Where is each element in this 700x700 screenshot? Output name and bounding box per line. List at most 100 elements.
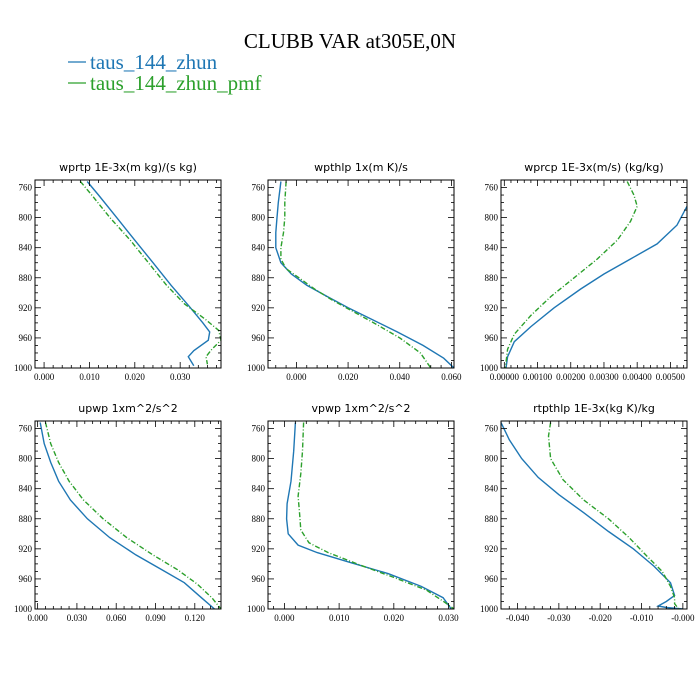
panel-5: vpwp 1xm^2/s^2 760 800 840 880 920 960 1000 0.00…: [247, 402, 459, 623]
x-tick-label: -0.010: [630, 613, 654, 623]
legend-label-1: taus_144_zhun: [90, 50, 218, 74]
panel-title: vpwp 1xm^2/s^2: [311, 402, 410, 415]
series-line-1: [39, 422, 215, 609]
x-tick-label: -0.040: [506, 613, 530, 623]
panel-4: upwp 1xm^2/s^2 760 800 840 880 920 960 10000.00…: [14, 402, 222, 623]
x-tick-label: 0.060: [441, 372, 462, 382]
panel-6: rtpthlp 1E-3x(kg K)/kg 760 800 840 880 920 960…: [480, 402, 695, 623]
series-line-1: [505, 205, 687, 368]
y-tick-label: 840: [19, 243, 33, 253]
figure-title: CLUBB VAR at305E,0N: [244, 29, 456, 53]
y-tick-label: 880: [252, 273, 266, 283]
y-tick-label: 800: [252, 213, 266, 223]
panel-2: wpthlp 1x(m K)/s 760 800 840 880 920 960 1000 0.…: [247, 161, 462, 382]
x-tick-label: 0.00500: [656, 372, 686, 382]
y-tick-label: 1000: [247, 604, 266, 614]
series-line-1: [285, 422, 452, 609]
y-tick-label: 920: [252, 544, 266, 554]
x-tick-label: 0.010: [329, 613, 350, 623]
x-tick-label: 0.060: [106, 613, 127, 623]
panel-title: wprcp 1E-3x(m/s) (kg/kg): [524, 161, 663, 174]
y-tick-label: 1000: [480, 363, 499, 373]
plot-frame: [500, 179, 688, 369]
series-line-2: [44, 422, 221, 609]
y-tick-label: 960: [252, 333, 266, 343]
plot-frame: [34, 179, 222, 369]
x-tick-label: -0.020: [589, 613, 613, 623]
x-tick-label: 0.090: [145, 613, 166, 623]
y-tick-label: 760: [252, 183, 266, 193]
panel-title: rtpthlp 1E-3x(kg K)/kg: [533, 402, 655, 415]
x-tick-label: 0.00000: [490, 372, 520, 382]
series-line-2: [504, 181, 638, 368]
y-tick-label: 800: [485, 213, 499, 223]
x-tick-label: 0.00300: [589, 372, 619, 382]
x-tick-label: 0.000: [274, 613, 295, 623]
y-tick-label: 920: [19, 303, 33, 313]
y-tick-label: 960: [19, 333, 33, 343]
y-tick-label: 760: [19, 424, 33, 434]
y-tick-label: 880: [485, 273, 499, 283]
y-tick-label: 840: [485, 484, 499, 494]
y-tick-label: 800: [19, 213, 33, 223]
series-line-2: [79, 181, 221, 365]
series-line-1: [86, 181, 211, 367]
y-tick-label: 960: [485, 333, 499, 343]
panel-title: wpthlp 1x(m K)/s: [314, 161, 408, 174]
series-line-2: [280, 181, 432, 368]
x-tick-label: 0.00400: [623, 372, 653, 382]
y-tick-label: 1000: [14, 604, 33, 614]
y-tick-label: 760: [252, 424, 266, 434]
y-tick-label: 760: [485, 183, 499, 193]
x-tick-label: 0.00100: [523, 372, 553, 382]
y-tick-label: 1000: [247, 363, 266, 373]
y-tick-label: 1000: [14, 363, 33, 373]
series-line-2: [547, 422, 680, 609]
y-tick-label: 880: [19, 514, 33, 524]
y-tick-label: 880: [252, 514, 266, 524]
y-tick-label: 960: [19, 574, 33, 584]
legend: taus_144_zhun taus_144_zhun_pmf: [68, 50, 261, 95]
y-tick-label: 840: [485, 243, 499, 253]
series-line-2: [297, 422, 454, 609]
x-tick-label: 0.020: [125, 372, 146, 382]
y-tick-label: 880: [19, 273, 33, 283]
legend-label-2: taus_144_zhun_pmf: [90, 71, 261, 95]
x-tick-label: 0.030: [170, 372, 191, 382]
panel-title: upwp 1xm^2/s^2: [78, 402, 178, 415]
y-tick-label: 840: [19, 484, 33, 494]
x-tick-label: 0.00200: [556, 372, 586, 382]
series-line-1: [501, 422, 683, 609]
y-tick-label: 800: [485, 454, 499, 464]
x-tick-label: 0.000: [27, 613, 48, 623]
x-tick-label: 0.040: [390, 372, 411, 382]
series-line-1: [275, 181, 454, 368]
plot-frame: [267, 179, 455, 369]
x-tick-label: -0.030: [547, 613, 571, 623]
plot-frame: [34, 420, 222, 610]
x-tick-label: 0.000: [286, 372, 307, 382]
y-tick-label: 800: [252, 454, 266, 464]
x-tick-label: -0.000: [671, 613, 695, 623]
x-tick-label: 0.020: [384, 613, 405, 623]
x-tick-label: 0.000: [34, 372, 55, 382]
y-tick-label: 760: [19, 183, 33, 193]
y-tick-label: 960: [252, 574, 266, 584]
panel-1: wprtp 1E-3x(m kg)/(s kg) 760 800 840 880 920 9…: [14, 161, 222, 382]
x-tick-label: 0.020: [338, 372, 359, 382]
panel-3: wprcp 1E-3x(m/s) (kg/kg) 760 800 840 880 920 9…: [480, 161, 688, 382]
y-tick-label: 920: [252, 303, 266, 313]
panel-title: wprtp 1E-3x(m kg)/(s kg): [59, 161, 197, 174]
y-tick-label: 800: [19, 454, 33, 464]
y-tick-label: 920: [485, 303, 499, 313]
y-tick-label: 920: [485, 544, 499, 554]
x-tick-label: 0.030: [67, 613, 88, 623]
panels: wprtp 1E-3x(m kg)/(s kg) 760 800 840 880 920 9…: [14, 161, 695, 623]
x-tick-label: 0.120: [185, 613, 206, 623]
x-tick-label: 0.030: [438, 613, 459, 623]
y-tick-label: 840: [252, 243, 266, 253]
plot-frame: [267, 420, 455, 610]
y-tick-label: 1000: [480, 604, 499, 614]
y-tick-label: 960: [485, 574, 499, 584]
